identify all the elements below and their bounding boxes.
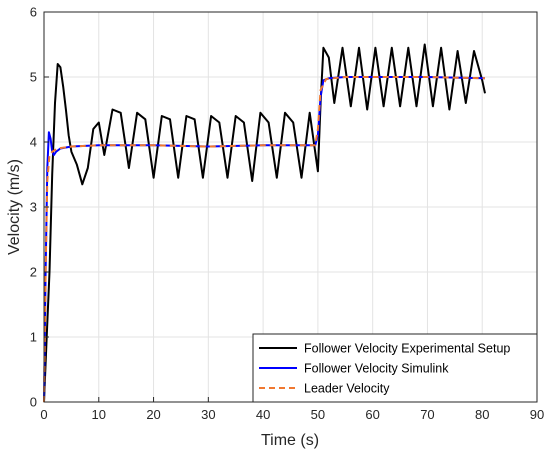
x-tick-label: 0 — [40, 407, 47, 422]
y-tick-label: 3 — [30, 200, 37, 215]
x-tick-label: 90 — [530, 407, 544, 422]
x-tick-label: 50 — [311, 407, 325, 422]
legend-label-1: Follower Velocity Experimental Setup — [304, 342, 510, 356]
legend-label-3: Leader Velocity — [304, 382, 390, 396]
x-tick-label: 60 — [365, 407, 379, 422]
y-tick-label: 6 — [30, 5, 37, 20]
axis-ticks: 0 10 20 30 40 50 60 70 80 90 0 1 2 3 4 5 6 — [30, 5, 544, 423]
y-tick-label: 5 — [30, 70, 37, 85]
x-tick-label: 80 — [475, 407, 489, 422]
x-tick-label: 20 — [146, 407, 160, 422]
series-lines — [43, 43, 486, 403]
y-tick-label: 2 — [30, 265, 37, 280]
x-tick-label: 10 — [92, 407, 106, 422]
legend-label-2: Follower Velocity Simulink — [304, 362, 449, 376]
y-axis-label: Velocity (m/s) — [6, 159, 23, 255]
x-tick-label: 70 — [420, 407, 434, 422]
series-line-3 — [43, 76, 486, 403]
x-tick-label: 40 — [256, 407, 270, 422]
legend-box — [252, 333, 538, 403]
y-tick-label: 0 — [30, 395, 37, 410]
x-tick-label: 30 — [201, 407, 215, 422]
x-axis-label: Time (s) — [261, 432, 319, 449]
series-line-1 — [43, 43, 486, 403]
y-tick-label: 1 — [30, 330, 37, 345]
legend: Follower Velocity Experimental Setup Foll… — [252, 333, 538, 403]
y-tick-label: 4 — [30, 135, 37, 150]
